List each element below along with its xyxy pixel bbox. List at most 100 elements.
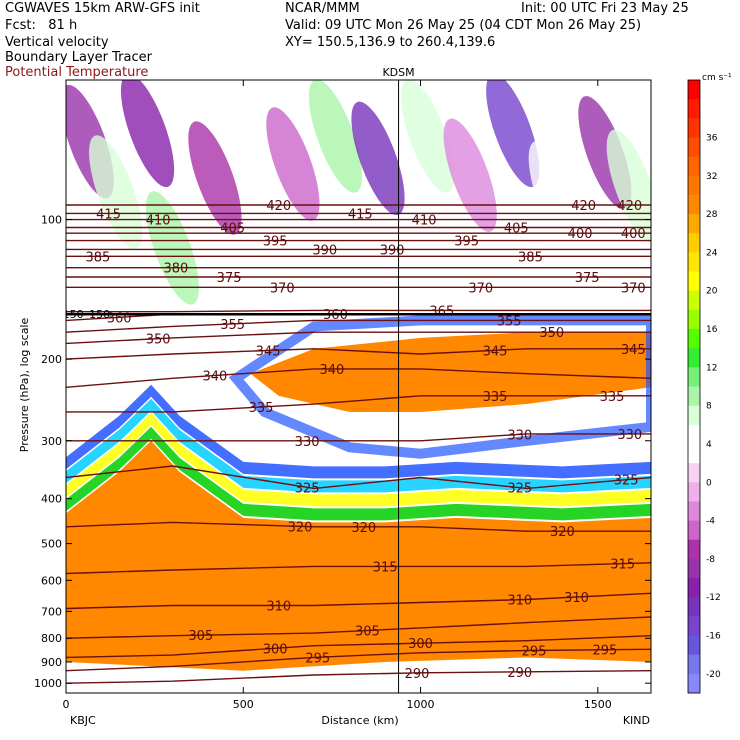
theta-290-label: 290 bbox=[405, 667, 430, 682]
theta-315-label: 315 bbox=[373, 560, 398, 575]
theta-340-label: 340 bbox=[202, 370, 227, 385]
theta-345-label: 345 bbox=[256, 345, 281, 360]
theta-330-label: 330 bbox=[507, 428, 532, 443]
header-institution: NCAR/MMM bbox=[285, 1, 360, 16]
colorbar-swatch bbox=[688, 233, 700, 253]
upper-tracer-edge bbox=[228, 315, 651, 459]
colorbar-swatch bbox=[688, 290, 700, 311]
colorbar-label: 16 bbox=[706, 325, 718, 335]
y-tick-label: 200 bbox=[41, 353, 62, 366]
station-kind-label: KIND bbox=[623, 714, 650, 727]
theta-375-label: 375 bbox=[217, 271, 242, 286]
theta-360-label: 360 bbox=[323, 308, 348, 323]
theta-405-label: 405 bbox=[504, 221, 529, 236]
theta-325-contour bbox=[66, 465, 651, 490]
theta-305-contour bbox=[66, 616, 651, 639]
colorbar-swatch bbox=[688, 616, 700, 637]
velocity-cell bbox=[528, 140, 582, 255]
velocity-cell bbox=[351, 101, 405, 216]
theta-370-label: 370 bbox=[468, 281, 493, 296]
theta-365-label: 365 bbox=[429, 304, 454, 319]
tracer-band bbox=[66, 426, 651, 521]
header-model-title: CGWAVES 15km ARW-GFS init bbox=[5, 1, 200, 16]
colorbar-label: -20 bbox=[706, 670, 721, 680]
colorbar-swatch bbox=[688, 673, 700, 694]
theta-335-label: 335 bbox=[483, 390, 508, 405]
y-tick-label: 900 bbox=[41, 656, 62, 669]
colorbar: 36 32 28 24 20 16 12 8 4 0 -4 -8 -12 -16 -20 bbox=[687, 79, 721, 694]
colorbar-swatch bbox=[688, 482, 700, 502]
theta-315-contour bbox=[66, 562, 651, 575]
theta-310-label: 310 bbox=[564, 591, 589, 606]
theta-320-contour bbox=[66, 521, 651, 532]
theta-370-label: 370 bbox=[270, 281, 295, 296]
colorbar-swatch bbox=[688, 424, 700, 445]
theta-400-label: 400 bbox=[621, 227, 646, 242]
y-tick-label: 800 bbox=[41, 632, 62, 645]
colorbar-label: -12 bbox=[706, 593, 721, 603]
velocity-cell bbox=[89, 135, 143, 249]
theta-415-label: 415 bbox=[348, 207, 373, 222]
y-tick-label: 100 bbox=[41, 214, 62, 227]
colorbar-swatch bbox=[688, 329, 700, 349]
theta-420-label: 420 bbox=[571, 199, 596, 214]
theta-375-label: 375 bbox=[575, 271, 600, 286]
colorbar-label: 28 bbox=[706, 210, 718, 220]
theta-325-label: 325 bbox=[507, 482, 532, 497]
y-axis-title: Pressure (hPa), log scale bbox=[18, 318, 31, 453]
colorbar-swatch bbox=[688, 539, 700, 560]
colorbar-swatch bbox=[688, 386, 700, 407]
theta-325-label: 325 bbox=[295, 481, 320, 496]
header-init-time: Init: 00 UTC Fri 23 May 25 bbox=[521, 1, 689, 16]
theta-350-contour bbox=[66, 331, 651, 345]
colorbar-label: 8 bbox=[706, 402, 712, 412]
y-tick-label: 300 bbox=[41, 435, 62, 448]
theta-310-label: 310 bbox=[507, 594, 532, 609]
header-valid-time: Valid: 09 UTC Mon 26 May 25 (04 CDT Mon … bbox=[285, 18, 642, 33]
x-tick-label: 1000 bbox=[407, 698, 435, 711]
velocity-cell bbox=[401, 80, 455, 193]
theta-335-label: 335 bbox=[600, 390, 625, 405]
colorbar-swatch bbox=[688, 156, 700, 177]
colorbar-swatch bbox=[688, 558, 700, 579]
theta-390-label: 390 bbox=[312, 243, 337, 258]
theta-295-label: 295 bbox=[522, 644, 547, 659]
theta-380-label: 380 bbox=[163, 262, 188, 277]
colorbar-label: 12 bbox=[706, 363, 717, 373]
tracer-band bbox=[66, 412, 651, 507]
colorbar-swatch bbox=[688, 194, 700, 215]
theta-420-label: 420 bbox=[266, 199, 291, 214]
theta-355-contour bbox=[66, 319, 651, 333]
theta-405-label: 405 bbox=[220, 221, 245, 236]
colorbar-label: 24 bbox=[706, 248, 718, 258]
colorbar-swatch bbox=[688, 137, 700, 158]
theta-290-contour bbox=[66, 670, 651, 684]
colorbar-swatch bbox=[688, 654, 700, 675]
theta-355-label: 355 bbox=[497, 314, 522, 329]
y-tick-label: 700 bbox=[41, 605, 62, 618]
theta-295-label: 295 bbox=[592, 644, 617, 659]
colorbar-frame bbox=[687, 79, 701, 694]
theta-330-contour bbox=[66, 433, 651, 442]
vertical-velocity-field bbox=[66, 80, 651, 671]
theta-320-label: 320 bbox=[288, 520, 313, 535]
x-tick-label: 1500 bbox=[584, 698, 612, 711]
theta-295-label: 295 bbox=[305, 651, 330, 666]
colorbar-swatch bbox=[688, 214, 700, 234]
theta-305-label: 305 bbox=[188, 629, 213, 644]
theta-350-label: 350 bbox=[539, 326, 564, 341]
theta-385-label: 385 bbox=[518, 250, 543, 265]
theta-345-contour bbox=[66, 348, 651, 360]
tropopause-label: 150 bbox=[89, 308, 110, 321]
theta-395-label: 395 bbox=[263, 235, 288, 250]
theta-300-label: 300 bbox=[263, 642, 288, 657]
theta-345-label: 345 bbox=[483, 344, 508, 359]
theta-310-label: 310 bbox=[266, 600, 291, 615]
station-kdsm-label: KDSM bbox=[382, 66, 414, 79]
station-kbjc-label: KBJC bbox=[70, 714, 96, 727]
colorbar-label: 36 bbox=[706, 133, 718, 143]
velocity-cell bbox=[486, 80, 540, 188]
tracer-band bbox=[66, 384, 651, 479]
colorbar-swatch bbox=[688, 80, 700, 100]
theta-320-label: 320 bbox=[351, 521, 376, 536]
